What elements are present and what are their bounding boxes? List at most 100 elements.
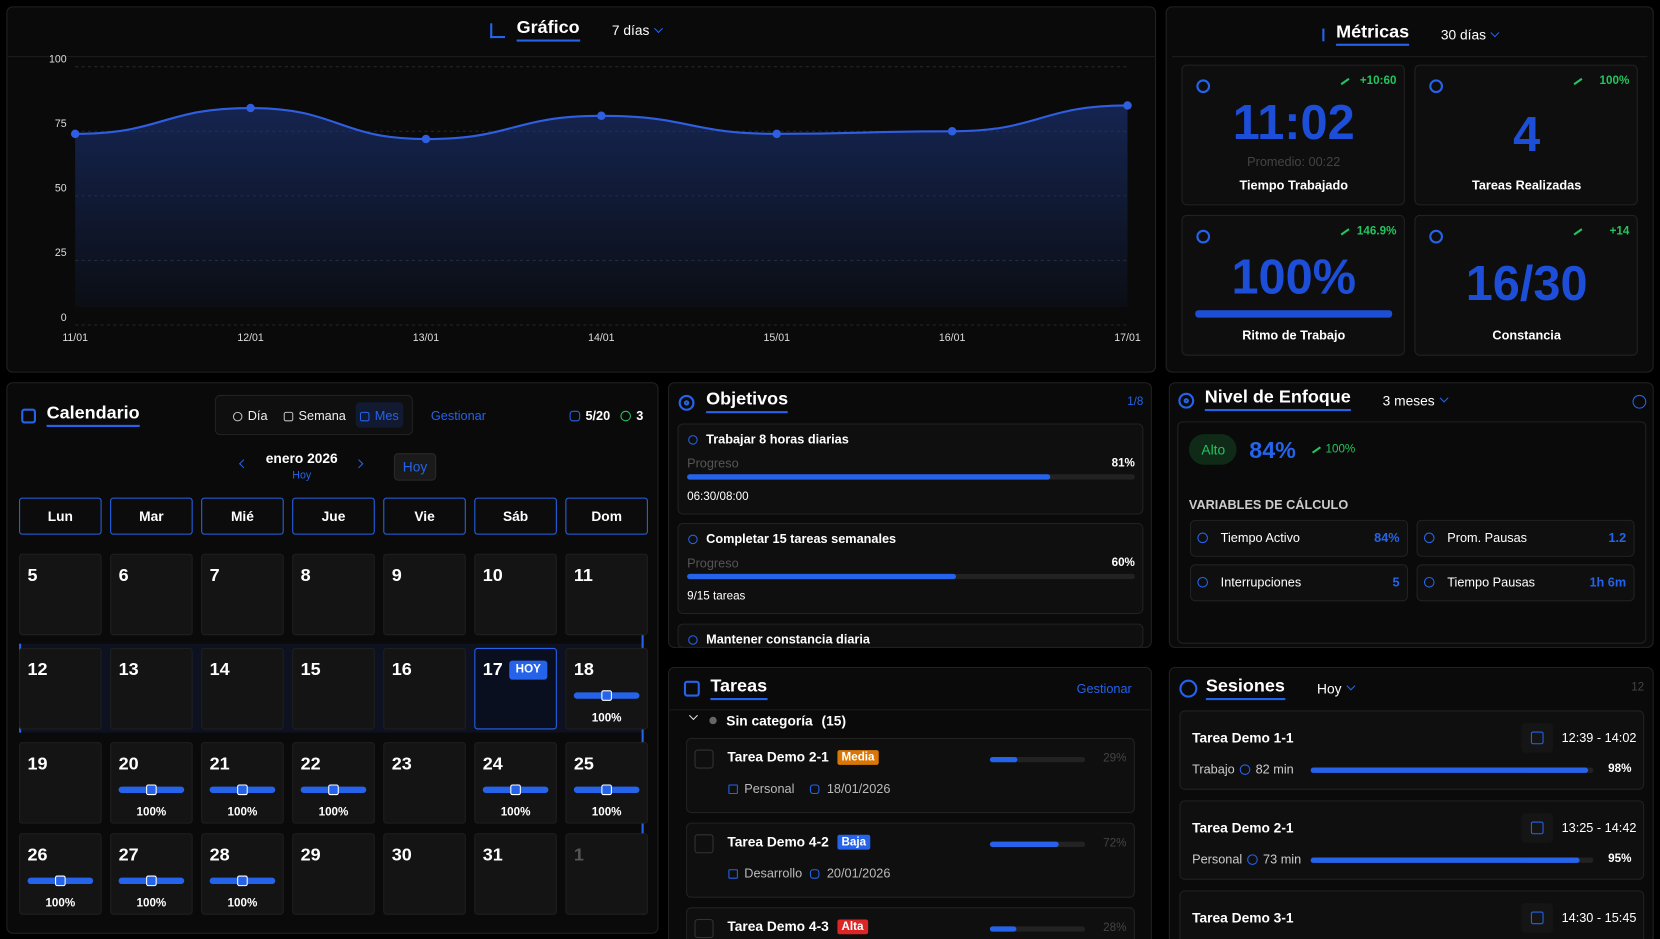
tasks-panel-icon bbox=[683, 680, 700, 697]
level-pill bbox=[1188, 434, 1237, 465]
manage-link[interactable]: Gestionar bbox=[1076, 681, 1132, 697]
today-button[interactable] bbox=[393, 453, 437, 481]
day-number: 5 bbox=[27, 565, 38, 586]
view-tab[interactable]: Mes bbox=[374, 408, 399, 424]
today-button-label[interactable]: Hoy bbox=[402, 458, 428, 475]
session-pct: 95% bbox=[1608, 852, 1632, 866]
goal-pct: 81% bbox=[1111, 456, 1135, 470]
task-pct: 29% bbox=[1103, 752, 1127, 765]
view-tab[interactable]: Día bbox=[247, 408, 268, 424]
variable-card bbox=[1416, 564, 1635, 602]
day-cell[interactable] bbox=[19, 647, 102, 730]
goals-count: 1/8 bbox=[1127, 395, 1144, 409]
today-link[interactable]: Hoy bbox=[292, 470, 312, 482]
goal-icon bbox=[687, 634, 698, 645]
day-cell[interactable] bbox=[292, 647, 375, 730]
weekday-label: Mié bbox=[230, 508, 254, 525]
goal-name: Mantener constancia diaria bbox=[706, 631, 870, 647]
day-number: 31 bbox=[482, 844, 503, 865]
day-number: 14 bbox=[209, 659, 230, 680]
day-cell[interactable] bbox=[474, 742, 557, 824]
weekday-box bbox=[19, 497, 102, 535]
clock-icon bbox=[1247, 854, 1258, 865]
view-icon bbox=[232, 411, 242, 421]
range-select[interactable]: 7 días bbox=[611, 22, 650, 39]
day-cell[interactable] bbox=[110, 742, 193, 824]
day-cell[interactable] bbox=[383, 647, 466, 730]
view-icon bbox=[283, 411, 293, 421]
session-action[interactable] bbox=[1521, 813, 1554, 843]
goal-name: Completar 15 tareas semanales bbox=[706, 531, 897, 547]
day-cell[interactable] bbox=[383, 742, 466, 824]
day-number: 30 bbox=[391, 844, 412, 865]
day-cell[interactable] bbox=[110, 833, 193, 915]
day-cell[interactable] bbox=[565, 553, 648, 636]
day-cell[interactable] bbox=[110, 647, 193, 730]
day-cell[interactable] bbox=[565, 833, 648, 915]
focus-trend: 100% bbox=[1325, 442, 1356, 456]
day-cell[interactable] bbox=[292, 833, 375, 915]
day-cell[interactable] bbox=[201, 742, 284, 824]
variable-name: Interrupciones bbox=[1220, 574, 1302, 590]
range-select[interactable]: 30 días bbox=[1440, 26, 1487, 43]
day-number: 8 bbox=[300, 565, 311, 586]
range-select[interactable]: Hoy bbox=[1317, 680, 1342, 697]
task-title-row: Tarea Demo 4-3 Alta bbox=[727, 918, 868, 934]
day-cell[interactable] bbox=[474, 553, 557, 636]
tasks-count: 5/20 bbox=[585, 408, 611, 424]
day-cell[interactable] bbox=[19, 553, 102, 636]
day-cell[interactable] bbox=[565, 742, 648, 824]
metric-label: Tareas Realizadas bbox=[1472, 177, 1582, 193]
metric-label: Tiempo Trabajado bbox=[1239, 177, 1348, 193]
day-cell[interactable] bbox=[201, 553, 284, 636]
metric-card bbox=[1181, 214, 1405, 356]
panel-title: Métricas bbox=[1336, 21, 1410, 47]
day-cell[interactable] bbox=[201, 647, 284, 730]
session-card bbox=[1179, 890, 1645, 939]
task-checkbox[interactable] bbox=[694, 918, 714, 939]
chart-icon bbox=[490, 23, 505, 39]
weekday-label: Dom bbox=[591, 508, 622, 525]
day-cell[interactable] bbox=[474, 833, 557, 915]
goal-progress-label: Progreso bbox=[687, 555, 739, 571]
session-action[interactable] bbox=[1521, 723, 1554, 753]
view-switch bbox=[214, 394, 413, 436]
range-select[interactable]: 3 meses bbox=[1382, 392, 1435, 409]
weekday-label: Jue bbox=[321, 508, 346, 525]
task-category: Personal bbox=[744, 781, 795, 796]
x-tick-label: 15/01 bbox=[763, 332, 790, 344]
task-checkbox[interactable] bbox=[694, 749, 714, 769]
folder-icon bbox=[727, 783, 738, 794]
progress-track bbox=[989, 756, 1086, 763]
session-name: Tarea Demo 3-1 bbox=[1192, 909, 1294, 926]
panel bbox=[1168, 382, 1654, 648]
day-cell[interactable] bbox=[201, 833, 284, 915]
day-pct: 100% bbox=[318, 806, 349, 819]
day-number: 7 bbox=[209, 565, 220, 586]
task-pct: 72% bbox=[1103, 836, 1127, 850]
day-cell[interactable] bbox=[110, 553, 193, 636]
goal-pct: 60% bbox=[1111, 556, 1135, 569]
progress-fill bbox=[1310, 767, 1588, 773]
done-icon bbox=[237, 784, 248, 796]
task-checkbox[interactable] bbox=[694, 834, 714, 854]
day-cell[interactable] bbox=[292, 742, 375, 824]
day-cell[interactable] bbox=[19, 742, 102, 824]
day-cell[interactable] bbox=[565, 647, 648, 730]
session-action[interactable] bbox=[1521, 903, 1554, 933]
view-tab[interactable]: Semana bbox=[298, 408, 346, 424]
goal-detail: 9/15 tareas bbox=[687, 590, 746, 603]
weekday-label: Vie bbox=[414, 508, 435, 525]
variable-value: 1.2 bbox=[1608, 530, 1627, 546]
focus-card bbox=[1177, 421, 1647, 644]
day-cell[interactable] bbox=[383, 553, 466, 636]
x-tick-label: 16/01 bbox=[939, 332, 966, 344]
metric-icon bbox=[1428, 229, 1443, 243]
day-number: 27 bbox=[118, 844, 139, 865]
info-icon bbox=[1631, 394, 1646, 409]
manage-link[interactable]: Gestionar bbox=[430, 408, 486, 424]
day-cell[interactable] bbox=[292, 553, 375, 636]
day-cell[interactable] bbox=[383, 833, 466, 915]
day-cell[interactable] bbox=[19, 833, 102, 915]
variable-value: 84% bbox=[1374, 530, 1400, 546]
